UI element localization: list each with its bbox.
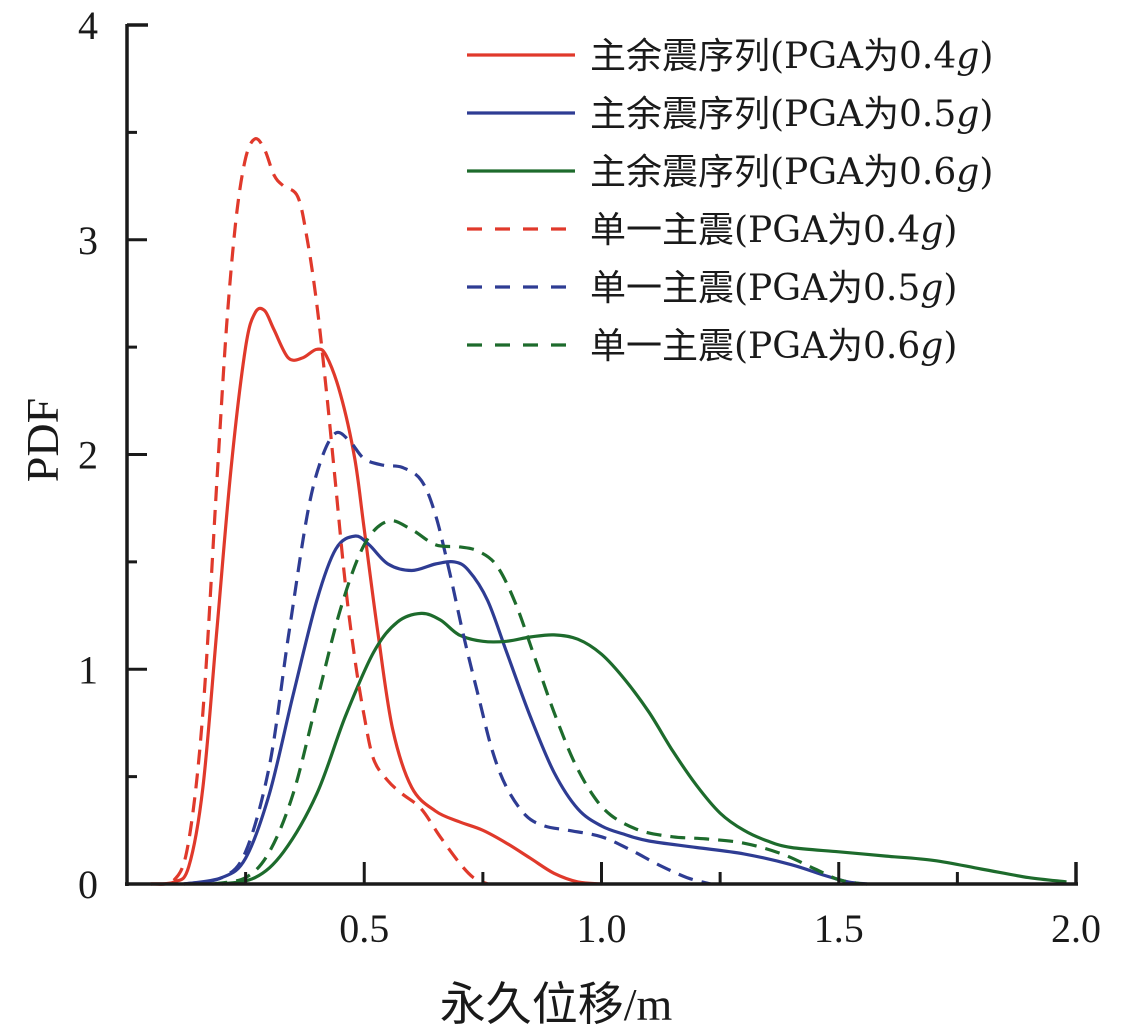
legend: 主余震序列(PGA为0.4g) 主余震序列(PGA为0.5g) 主余震序列(PGA为… xyxy=(467,36,993,367)
legend-item: 主余震序列(PGA为0.5g) xyxy=(467,94,993,135)
y-tick-label: 2 xyxy=(78,433,98,478)
y-tick-label: 1 xyxy=(78,647,98,692)
series-line-sequence-2 xyxy=(221,611,1067,886)
legend-item: 主余震序列(PGA为0.6g) xyxy=(467,152,993,193)
legend-label: 单一主震(PGA为0.4g) xyxy=(590,210,957,251)
tick-labels-layer: 0.5 1.0 1.5 2.0 0 1 2 3 4 xyxy=(78,3,1101,951)
x-tick-label: 1.5 xyxy=(814,906,864,951)
x-tick-label: 1.0 xyxy=(577,906,627,951)
legend-label: 主余震序列(PGA为0.5g) xyxy=(590,94,993,135)
legend-item: 单一主震(PGA为0.6g) xyxy=(467,326,957,367)
series-line-mainshock-2 xyxy=(212,518,863,886)
x-axis-title: 永久位移/m xyxy=(440,979,673,1030)
y-tick-label: 3 xyxy=(78,218,98,263)
series-line-mainshock-0 xyxy=(150,137,489,886)
legend-item: 单一主震(PGA为0.5g) xyxy=(467,268,957,309)
y-axis-title: PDF xyxy=(17,398,68,482)
x-tick-label: 0.5 xyxy=(339,906,389,951)
legend-label: 主余震序列(PGA为0.4g) xyxy=(590,36,993,77)
ticks-layer xyxy=(127,130,959,884)
y-tick-label: 4 xyxy=(78,3,98,48)
legend-label: 单一主震(PGA为0.6g) xyxy=(590,326,957,367)
legend-label: 单一主震(PGA为0.5g) xyxy=(590,268,957,309)
series-line-sequence-0 xyxy=(150,306,602,886)
y-tick-label: 0 xyxy=(78,862,98,907)
legend-item: 主余震序列(PGA为0.4g) xyxy=(467,36,993,77)
curves-layer xyxy=(150,137,1067,886)
series-line-sequence-1 xyxy=(183,534,868,886)
series-line-mainshock-1 xyxy=(183,430,712,886)
x-tick-label: 2.0 xyxy=(1051,906,1101,951)
legend-label: 主余震序列(PGA为0.6g) xyxy=(590,152,993,193)
legend-item: 单一主震(PGA为0.4g) xyxy=(467,210,957,251)
